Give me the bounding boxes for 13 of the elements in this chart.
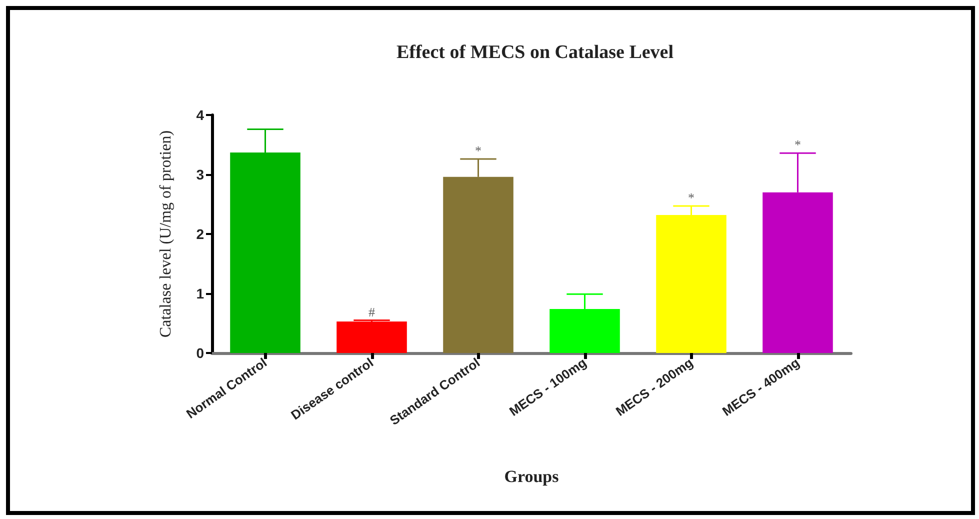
annotation: *	[475, 143, 482, 158]
y-tick-label: 1	[196, 286, 204, 302]
bar	[336, 321, 407, 353]
y-axis-title: Catalase level (U/mg of protien)	[158, 130, 174, 338]
x-axis-title: Groups	[504, 467, 560, 486]
y-tick-label: 3	[196, 166, 204, 182]
chart-title: Effect of MECS on Catalase Level	[396, 42, 674, 63]
y-tick-label: 4	[196, 107, 204, 123]
y-tick-label: 0	[196, 345, 204, 361]
annotation: *	[688, 190, 694, 206]
y-tick-label: 2	[196, 226, 204, 242]
annotation: *	[794, 137, 801, 152]
annotation: #	[368, 304, 376, 320]
